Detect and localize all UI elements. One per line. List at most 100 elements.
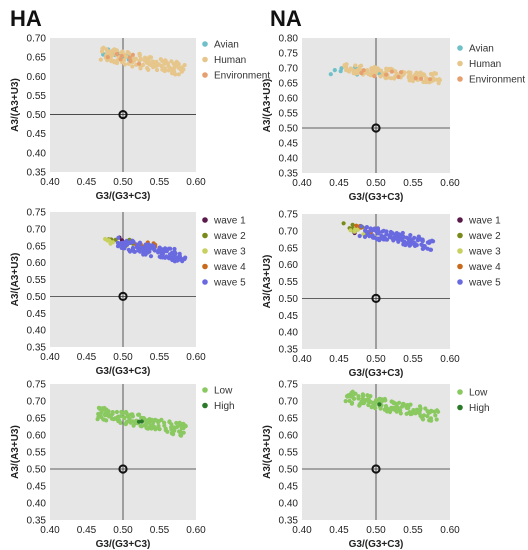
y-tick-label: 0.65 bbox=[27, 414, 47, 425]
data-point bbox=[429, 418, 434, 423]
legend-marker bbox=[457, 389, 463, 395]
y-tick-label: 0.70 bbox=[27, 34, 47, 45]
data-point bbox=[328, 72, 333, 77]
data-point bbox=[109, 412, 114, 417]
data-point bbox=[420, 246, 425, 251]
data-point bbox=[128, 58, 133, 64]
data-point bbox=[179, 426, 184, 431]
legend-label: Low bbox=[214, 386, 233, 397]
data-point bbox=[419, 76, 424, 81]
data-point bbox=[172, 246, 177, 252]
data-point bbox=[146, 59, 151, 64]
x-tick-label: 0.60 bbox=[440, 178, 460, 189]
x-tick-label: 0.45 bbox=[329, 354, 349, 365]
legend-label: wave 1 bbox=[213, 216, 246, 227]
data-point bbox=[360, 392, 365, 397]
data-point bbox=[365, 70, 370, 75]
legend-label: Low bbox=[469, 388, 488, 399]
data-point bbox=[127, 416, 132, 421]
data-point bbox=[130, 239, 135, 245]
x-tick-label: 0.60 bbox=[440, 354, 460, 365]
data-point bbox=[384, 72, 389, 77]
y-axis-label: A3/(A3+U3) bbox=[10, 253, 21, 307]
data-point bbox=[164, 254, 169, 259]
data-point bbox=[408, 73, 413, 79]
y-tick-label: 0.65 bbox=[27, 53, 47, 64]
chart-ha-wave: 0.350.400.450.500.550.600.650.700.750.40… bbox=[10, 208, 246, 378]
y-tick-label: 0.55 bbox=[279, 109, 299, 120]
data-point bbox=[429, 239, 434, 244]
column-title-na: NA bbox=[270, 6, 302, 31]
data-point bbox=[367, 234, 372, 239]
x-tick-label: 0.40 bbox=[292, 178, 312, 189]
data-point bbox=[376, 231, 381, 236]
data-point bbox=[404, 411, 409, 416]
data-point bbox=[160, 59, 165, 64]
data-point bbox=[167, 419, 172, 424]
data-point bbox=[98, 412, 103, 417]
y-tick-label: 0.40 bbox=[279, 328, 299, 339]
data-point bbox=[414, 407, 419, 412]
data-point bbox=[397, 232, 402, 237]
data-point bbox=[370, 235, 376, 240]
y-tick-label: 0.55 bbox=[27, 275, 47, 286]
legend-label: wave 5 bbox=[213, 278, 246, 289]
data-point bbox=[156, 62, 161, 67]
legend-marker bbox=[457, 248, 463, 254]
data-point bbox=[160, 251, 165, 257]
data-point bbox=[160, 67, 165, 72]
legend-label: Environment bbox=[469, 75, 525, 86]
data-point bbox=[344, 394, 350, 399]
data-point bbox=[95, 417, 100, 422]
data-point bbox=[128, 420, 133, 425]
legend-marker bbox=[457, 60, 463, 67]
data-point bbox=[343, 399, 348, 404]
legend-marker bbox=[457, 232, 463, 239]
y-tick-label: 0.60 bbox=[27, 258, 47, 269]
y-tick-label: 0.35 bbox=[27, 516, 47, 527]
data-point bbox=[176, 72, 181, 77]
x-tick-label: 0.55 bbox=[403, 178, 423, 189]
x-tick-label: 0.55 bbox=[403, 525, 423, 536]
x-axis-label: G3/(G3+C3) bbox=[96, 366, 151, 377]
data-point bbox=[181, 430, 186, 435]
data-point bbox=[117, 418, 122, 423]
data-point bbox=[100, 46, 105, 51]
data-point bbox=[425, 414, 430, 419]
reference-point-marker bbox=[118, 109, 128, 120]
data-point bbox=[362, 400, 367, 405]
legend-label: wave 1 bbox=[468, 216, 501, 227]
data-point bbox=[130, 64, 135, 69]
data-point bbox=[156, 423, 161, 428]
data-point bbox=[390, 231, 395, 236]
data-point bbox=[428, 247, 433, 252]
y-tick-label: 0.35 bbox=[279, 345, 299, 356]
data-point bbox=[422, 73, 427, 78]
data-point bbox=[139, 246, 144, 251]
data-point bbox=[177, 420, 182, 425]
reference-point-marker bbox=[371, 293, 381, 303]
legend: Low High bbox=[202, 386, 235, 412]
y-tick-label: 0.50 bbox=[27, 465, 47, 476]
data-point bbox=[429, 409, 434, 414]
data-point bbox=[360, 396, 365, 402]
x-tick-label: 0.50 bbox=[113, 525, 133, 536]
data-point bbox=[157, 427, 162, 432]
series-high bbox=[136, 419, 144, 424]
legend-label: Human bbox=[214, 55, 246, 66]
legend-marker bbox=[202, 41, 208, 47]
x-tick-label: 0.45 bbox=[77, 525, 97, 536]
legend-marker bbox=[202, 279, 208, 285]
legend-marker bbox=[202, 402, 208, 409]
x-tick-label: 0.55 bbox=[403, 354, 423, 365]
x-axis-label: G3/(G3+C3) bbox=[96, 539, 151, 550]
data-point bbox=[420, 238, 425, 244]
series-human bbox=[98, 45, 187, 77]
data-point bbox=[378, 68, 383, 73]
data-point bbox=[122, 241, 127, 246]
data-point bbox=[401, 401, 406, 407]
data-point bbox=[392, 234, 398, 239]
y-tick-label: 0.70 bbox=[279, 226, 299, 237]
y-tick-label: 0.40 bbox=[279, 154, 299, 165]
